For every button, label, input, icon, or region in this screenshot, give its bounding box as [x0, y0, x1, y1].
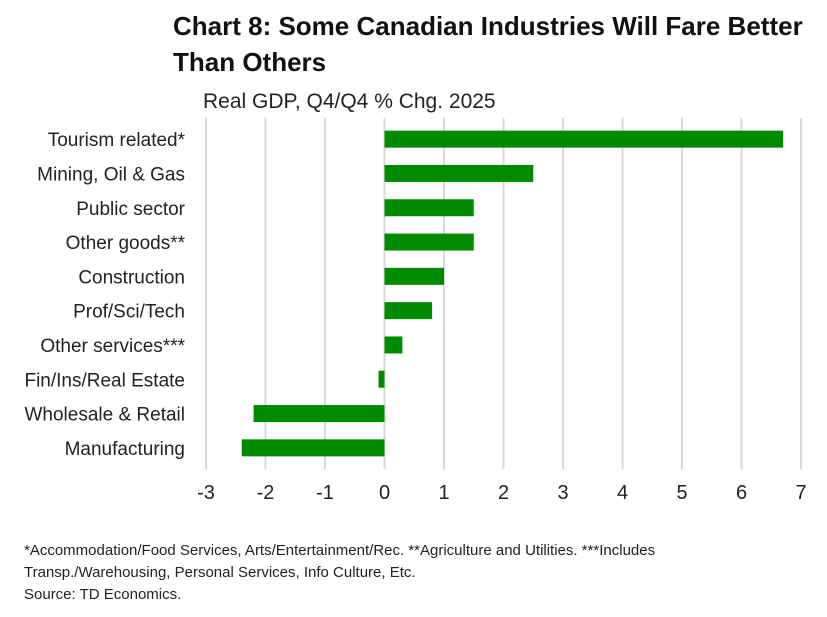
bar	[241, 439, 385, 457]
footnotes: *Accommodation/Food Services, Arts/Enter…	[24, 540, 814, 606]
x-tick-label: 0	[379, 482, 390, 504]
x-tick-label: 5	[676, 482, 687, 504]
bar	[384, 233, 474, 251]
bars	[241, 130, 784, 457]
x-tick-label: -3	[197, 482, 215, 504]
category-label: Other services***	[40, 336, 185, 357]
footnote-line-1: *Accommodation/Food Services, Arts/Enter…	[24, 542, 656, 559]
bar	[384, 302, 433, 320]
x-tick-label: 6	[736, 482, 747, 504]
bar	[384, 336, 403, 354]
bar	[384, 199, 474, 217]
x-axis-ticks: -3 -2 -1 0 1 2 3 4 5 6 7	[197, 482, 806, 504]
bar	[253, 405, 385, 423]
bar	[384, 267, 444, 285]
category-label: Public sector	[76, 199, 185, 220]
bar	[378, 370, 385, 388]
category-label: Fin/Ins/Real Estate	[24, 370, 185, 391]
bar	[384, 164, 534, 182]
category-label: Tourism related*	[48, 130, 186, 151]
category-label: Prof/Sci/Tech	[73, 302, 185, 323]
x-tick-label: -2	[257, 482, 275, 504]
x-tick-label: 7	[795, 482, 806, 504]
footnote-line-2: Transp./Warehousing, Personal Services, …	[24, 564, 416, 581]
category-label: Wholesale & Retail	[24, 405, 185, 426]
category-label: Manufacturing	[65, 439, 185, 460]
category-label: Other goods**	[66, 233, 186, 254]
chart-subtitle: Real GDP, Q4/Q4 % Chg. 2025	[203, 90, 496, 113]
source-note: Source: TD Economics.	[24, 586, 182, 603]
bar	[384, 130, 784, 148]
category-label: Mining, Oil & Gas	[37, 164, 185, 185]
x-tick-label: -1	[316, 482, 334, 504]
x-tick-label: 4	[617, 482, 628, 504]
x-tick-label: 3	[557, 482, 568, 504]
x-tick-label: 2	[498, 482, 509, 504]
x-tick-label: 1	[438, 482, 449, 504]
category-label: Construction	[78, 267, 185, 288]
bar-chart: Tourism related* Mining, Oil & Gas Public …	[24, 118, 807, 504]
category-labels: Tourism related* Mining, Oil & Gas Public …	[24, 130, 185, 460]
chart-title: Chart 8: Some Canadian Industries Will F…	[173, 11, 803, 77]
